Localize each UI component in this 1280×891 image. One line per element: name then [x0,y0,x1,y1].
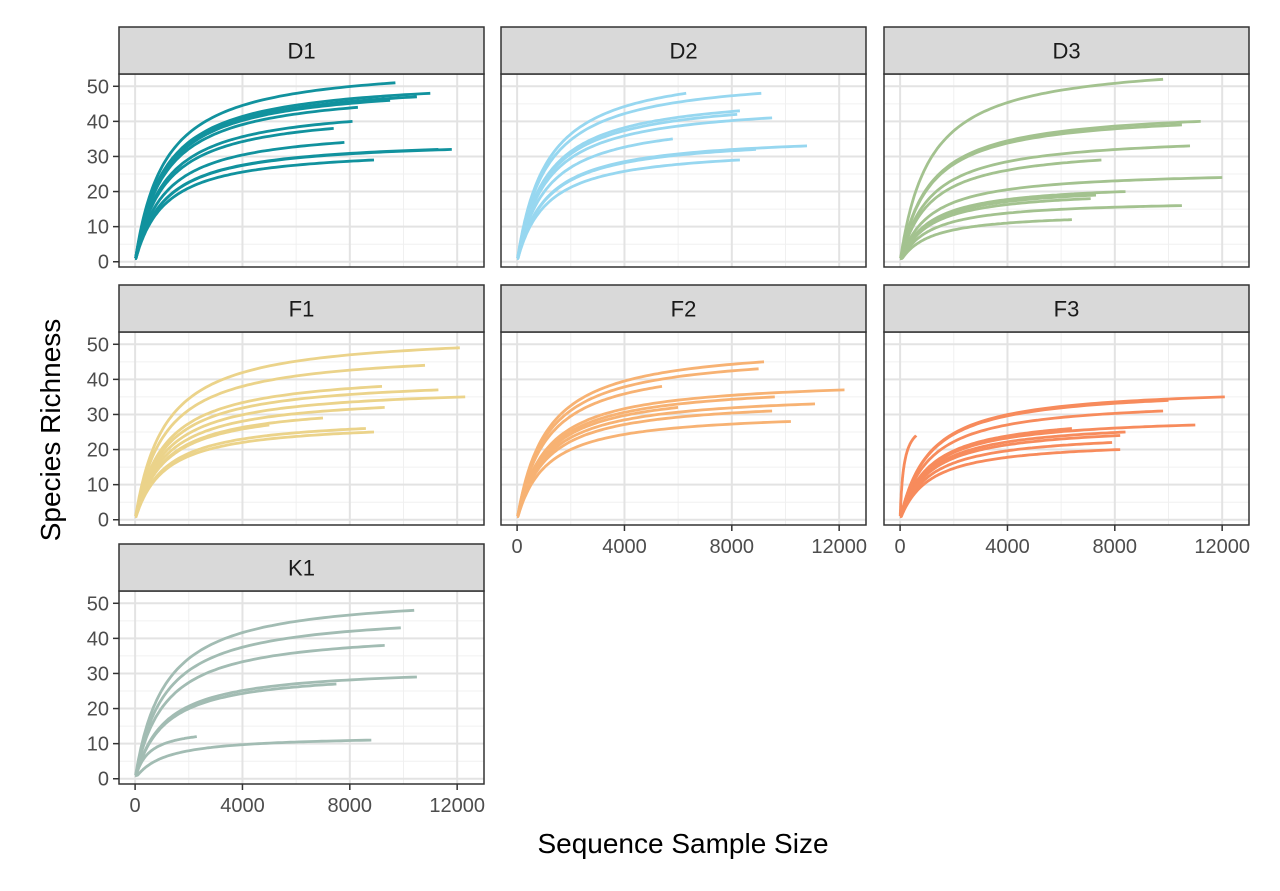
x-tick-label: 12000 [811,536,867,558]
facet-strip-label: D2 [669,39,697,64]
x-tick-label: 12000 [429,795,485,817]
facet-strip [500,284,867,333]
panel-curves [898,395,1225,518]
panel-curves [134,81,452,260]
rarefaction-curve [516,420,791,518]
rarefaction-curve [899,158,1102,260]
x-tick-label: 4000 [220,795,265,817]
facet-strip-label: F2 [671,297,697,322]
y-tick-label: 30 [87,404,109,426]
panel-curves [899,77,1223,260]
rarefaction-curve [899,176,1223,260]
panel-curves [516,91,808,260]
facet-strip-label: D3 [1052,39,1080,64]
y-tick-label: 50 [87,593,109,615]
y-tick-label: 40 [87,369,109,391]
rarefaction-curve [900,218,1072,260]
y-tick-label: 20 [87,440,109,462]
facet-strip [118,543,485,592]
facet-strip [500,26,867,75]
panel-f2: F2 [500,284,867,526]
y-tick-label: 10 [87,475,109,497]
y-tick-label: 30 [87,146,109,168]
panel-curves [516,360,845,518]
panel-d3: D3 [883,26,1250,268]
y-tick-label: 30 [87,663,109,685]
panel-background [501,74,866,267]
x-axis-title: Sequence Sample Size [537,828,828,859]
x-axis-f2: 0 4000 8000 12000 [512,525,867,558]
y-tick-label: 20 [87,699,109,721]
y-tick-label: 10 [87,734,109,756]
panels-layer: D1 0 10 20 30 40 50 D2 D3 F1 0 10 20 30 40 50 F2 F3 K1 0 10 2… [87,26,1250,791]
rarefaction-curve [900,448,1121,518]
x-tick-label: 8000 [328,795,373,817]
rarefaction-curve [134,363,426,518]
x-tick-label: 0 [895,536,906,558]
panel-curves [134,346,466,518]
rarefaction-curve [134,644,385,777]
rarefaction-curve [135,738,372,777]
panel-background [884,74,1249,267]
facet-strip [118,284,485,333]
x-tick-label: 8000 [1093,536,1138,558]
panel-f1: F1 0 10 20 30 40 50 [87,284,485,532]
facet-strip-label: F3 [1054,297,1080,322]
rarefaction-curve [134,430,375,518]
panel-curves [134,608,417,777]
rarefaction-curve [899,77,1164,260]
panel-k1: K1 0 10 20 30 40 50 [87,543,485,791]
facet-strip-label: F1 [289,297,315,322]
x-tick-label: 12000 [1194,536,1250,558]
x-tick-label: 8000 [710,536,755,558]
rarefaction-curve [900,204,1182,260]
y-tick-label: 0 [98,510,109,532]
x-axes-layer: 0 4000 8000 12000 0 4000 8000 12000 0 4000 8000 120… [130,525,1250,817]
panel-d1: D1 0 10 20 30 40 50 [87,26,485,274]
facet-strip-label: D1 [287,39,315,64]
rarefaction-curve [899,123,1182,260]
rarefaction-curve [134,735,198,777]
x-tick-label: 4000 [985,536,1030,558]
x-axis-f3: 0 4000 8000 12000 [895,525,1250,558]
y-axis-title: Species Richness [35,319,66,542]
y-tick-label: 40 [87,628,109,650]
x-tick-label: 0 [130,795,141,817]
y-tick-label: 50 [87,76,109,98]
facet-strip [883,284,1250,333]
y-tick-label: 50 [87,334,109,356]
y-tick-label: 0 [98,769,109,791]
y-tick-label: 20 [87,182,109,204]
x-tick-label: 0 [512,536,523,558]
facet-strip [883,26,1250,75]
rarefaction-curve [134,158,375,260]
panel-d2: D2 [500,26,867,268]
facet-strip [118,26,485,75]
y-tick-label: 10 [87,217,109,239]
y-tick-label: 0 [98,252,109,274]
facet-strip-label: K1 [288,556,315,581]
panel-f3: F3 [883,284,1250,526]
rarefaction-curve [898,434,918,518]
y-tick-label: 40 [87,111,109,133]
x-tick-label: 4000 [602,536,647,558]
rarefaction-curve [516,158,740,260]
x-axis-k1: 0 4000 8000 12000 [130,784,485,817]
